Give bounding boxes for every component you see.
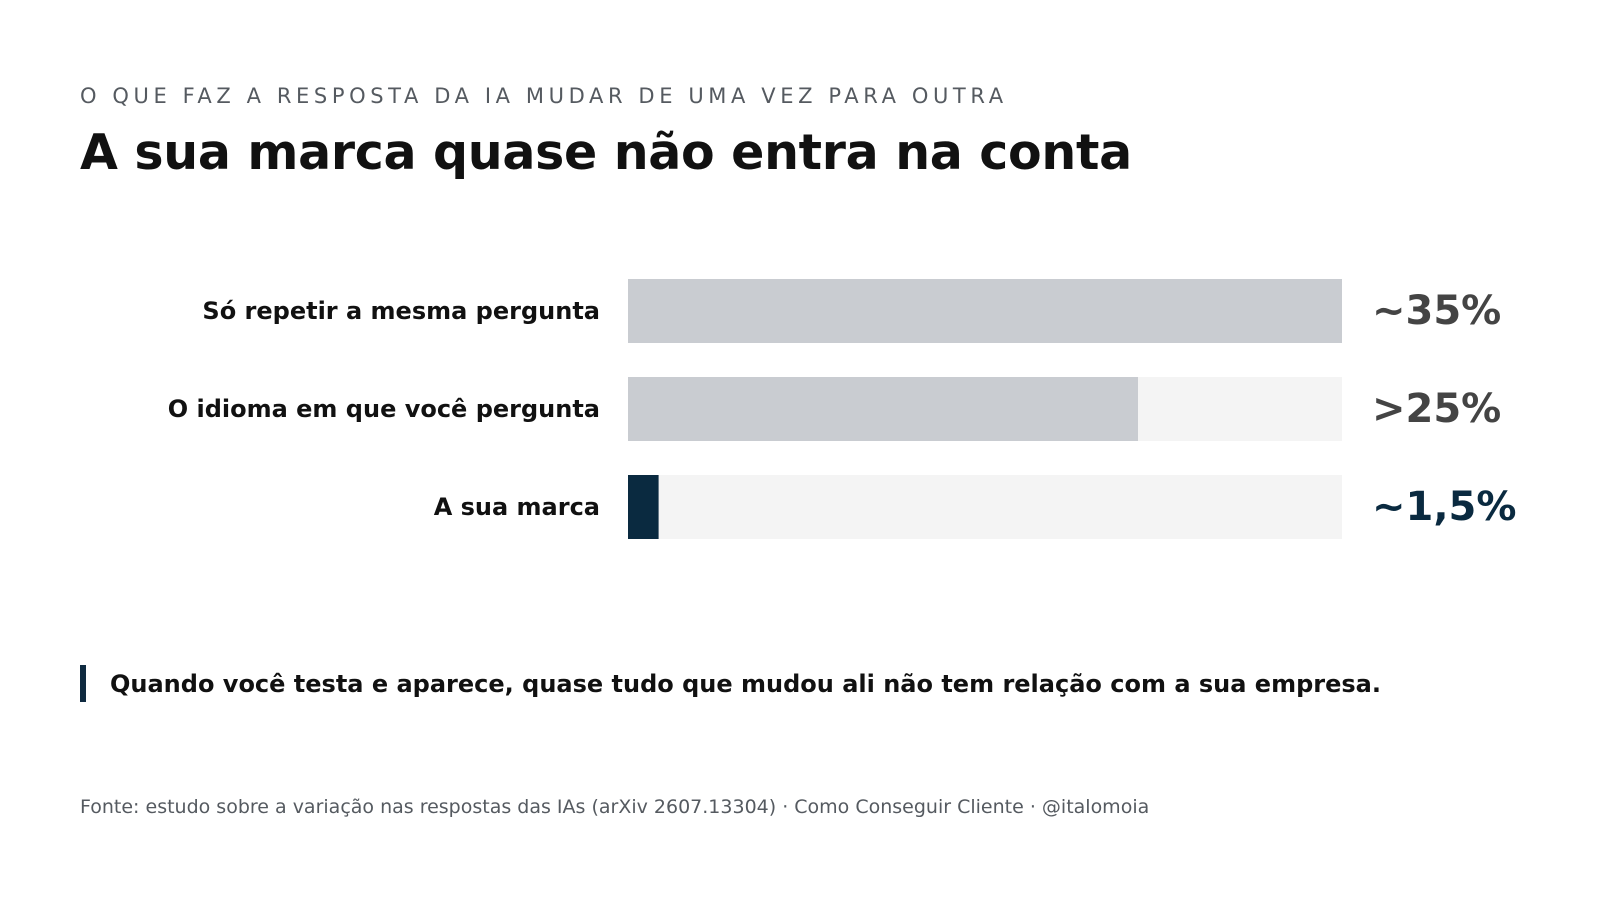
bar bbox=[628, 279, 1342, 343]
chart-eyebrow: O QUE FAZ A RESPOSTA DA IA MUDAR DE UMA … bbox=[80, 84, 1008, 108]
callout-quote: Quando você testa e aparece, quase tudo … bbox=[80, 665, 1381, 702]
category-label: A sua marca bbox=[434, 493, 600, 521]
chart-title: A sua marca quase não entra na conta bbox=[80, 124, 1132, 181]
bar bbox=[628, 475, 659, 539]
callout-text: Quando você testa e aparece, quase tudo … bbox=[110, 669, 1381, 698]
value-label: ~35% bbox=[1372, 288, 1501, 334]
category-label: O idioma em que você pergunta bbox=[168, 395, 600, 423]
value-label: ~1,5% bbox=[1372, 484, 1516, 530]
category-label: Só repetir a mesma pergunta bbox=[202, 297, 600, 325]
bar bbox=[628, 377, 1138, 441]
value-label: >25% bbox=[1372, 386, 1501, 432]
source-footer: Fonte: estudo sobre a variação nas respo… bbox=[80, 796, 1150, 818]
horizontal-bar-chart: Só repetir a mesma pergunta ~35% O idioma … bbox=[168, 279, 1516, 539]
bar-track bbox=[628, 475, 1342, 539]
